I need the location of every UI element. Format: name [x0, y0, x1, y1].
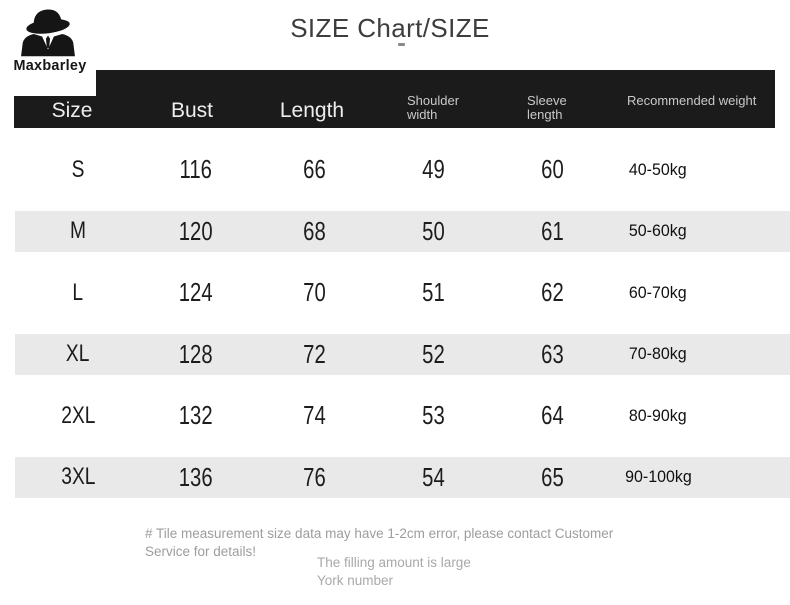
header-bar-left-step — [14, 96, 92, 128]
title-dash-mark — [398, 43, 405, 46]
cell-length: 74 — [302, 400, 326, 431]
cell-length: 76 — [302, 461, 326, 492]
cell-bust: 116 — [179, 154, 213, 185]
header-bar — [90, 70, 775, 128]
table-row: XL 128 72 52 63 70-80kg — [0, 324, 790, 386]
cell-shoulder-width: 54 — [421, 461, 445, 492]
brand-name: Maxbarley — [13, 57, 87, 74]
cell-sleeve-length: 65 — [540, 461, 564, 492]
column-header-length: Length — [279, 99, 345, 122]
cell-bust: 124 — [179, 277, 213, 308]
cell-recommended-weight: 70-80kg — [629, 344, 687, 364]
cell-bust: 136 — [179, 461, 213, 492]
cell-bust: 120 — [179, 215, 213, 246]
cell-sleeve-length: 63 — [540, 338, 564, 369]
table-row: 2XL 132 74 53 64 80-90kg — [0, 385, 790, 447]
column-header-bust: Bust — [170, 99, 214, 122]
cell-sleeve-length: 60 — [540, 154, 564, 185]
cell-recommended-weight: 80-90kg — [629, 405, 687, 425]
cell-shoulder-width: 51 — [421, 277, 445, 308]
cell-shoulder-width: 53 — [421, 400, 445, 431]
cell-shoulder-width: 52 — [421, 338, 445, 369]
cell-recommended-weight: 40-50kg — [629, 159, 687, 179]
cell-bust: 132 — [179, 400, 213, 431]
cell-recommended-weight: 60-70kg — [629, 282, 687, 302]
extra-note-line1: The filling amount is large — [317, 555, 471, 570]
hat-man-icon — [21, 9, 75, 57]
cell-length: 66 — [302, 154, 326, 185]
cell-length: 70 — [302, 277, 326, 308]
cell-size: XL — [66, 340, 90, 368]
table-body: S 116 66 49 60 40-50kg M 120 68 50 61 50-60kg L 124 70… — [0, 139, 790, 508]
cell-recommended-weight: 90-100kg — [624, 467, 692, 487]
table-row: 3XL 136 76 54 65 90-100kg — [0, 447, 790, 509]
brand-logo: Maxbarley — [0, 0, 96, 96]
measurement-note: # Tile measurement size data may have 1-… — [145, 526, 614, 560]
page-title: SIZE Chart/SIZE — [290, 13, 490, 43]
cell-size: L — [72, 278, 84, 306]
cell-bust: 128 — [179, 338, 213, 369]
cell-size: 3XL — [60, 463, 96, 491]
column-header-recommended-weight: Recommended weight — [627, 93, 757, 108]
column-header-sleeve-length: Sleeve length — [527, 93, 567, 122]
cell-sleeve-length: 62 — [540, 277, 564, 308]
column-header-size: Size — [51, 99, 93, 122]
cell-shoulder-width: 50 — [421, 215, 445, 246]
table-row: M 120 68 50 61 50-60kg — [0, 201, 790, 263]
cell-size: 2XL — [60, 401, 96, 429]
table-row: S 116 66 49 60 40-50kg — [0, 139, 790, 201]
table-row: L 124 70 51 62 60-70kg — [0, 262, 790, 324]
cell-length: 68 — [302, 215, 326, 246]
cell-shoulder-width: 49 — [421, 154, 445, 185]
cell-sleeve-length: 64 — [540, 400, 564, 431]
cell-size: M — [70, 217, 86, 245]
cell-sleeve-length: 61 — [540, 215, 564, 246]
cell-size: S — [71, 155, 85, 183]
cell-length: 72 — [302, 338, 326, 369]
column-header-shoulder-width: Shoulder width — [407, 93, 460, 122]
cell-recommended-weight: 50-60kg — [629, 221, 687, 241]
extra-note-line2: York number — [317, 573, 394, 589]
extra-note: The filling amount is large York number — [317, 554, 471, 590]
